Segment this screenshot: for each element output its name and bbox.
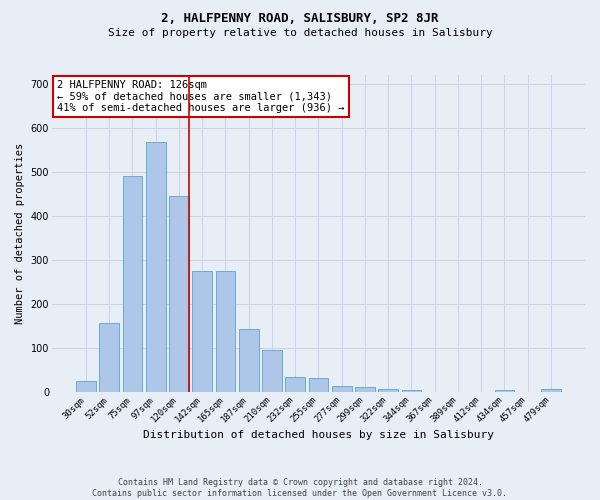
Bar: [494, 390, 514, 392]
Bar: [541, 390, 561, 392]
Bar: [169, 196, 189, 392]
Bar: [146, 142, 166, 392]
Bar: [378, 390, 398, 392]
Bar: [76, 382, 96, 392]
Bar: [122, 176, 142, 392]
Bar: [355, 387, 375, 392]
X-axis label: Distribution of detached houses by size in Salisbury: Distribution of detached houses by size …: [143, 430, 494, 440]
Bar: [332, 386, 352, 392]
Text: Size of property relative to detached houses in Salisbury: Size of property relative to detached ho…: [107, 28, 493, 38]
Bar: [262, 350, 282, 393]
Bar: [308, 378, 328, 392]
Text: 2, HALFPENNY ROAD, SALISBURY, SP2 8JR: 2, HALFPENNY ROAD, SALISBURY, SP2 8JR: [161, 12, 439, 26]
Text: Contains HM Land Registry data © Crown copyright and database right 2024.
Contai: Contains HM Land Registry data © Crown c…: [92, 478, 508, 498]
Bar: [193, 271, 212, 392]
Y-axis label: Number of detached properties: Number of detached properties: [15, 143, 25, 324]
Bar: [100, 324, 119, 392]
Bar: [215, 271, 235, 392]
Text: 2 HALFPENNY ROAD: 126sqm
← 59% of detached houses are smaller (1,343)
41% of sem: 2 HALFPENNY ROAD: 126sqm ← 59% of detach…: [57, 80, 344, 113]
Bar: [285, 377, 305, 392]
Bar: [401, 390, 421, 392]
Bar: [239, 328, 259, 392]
